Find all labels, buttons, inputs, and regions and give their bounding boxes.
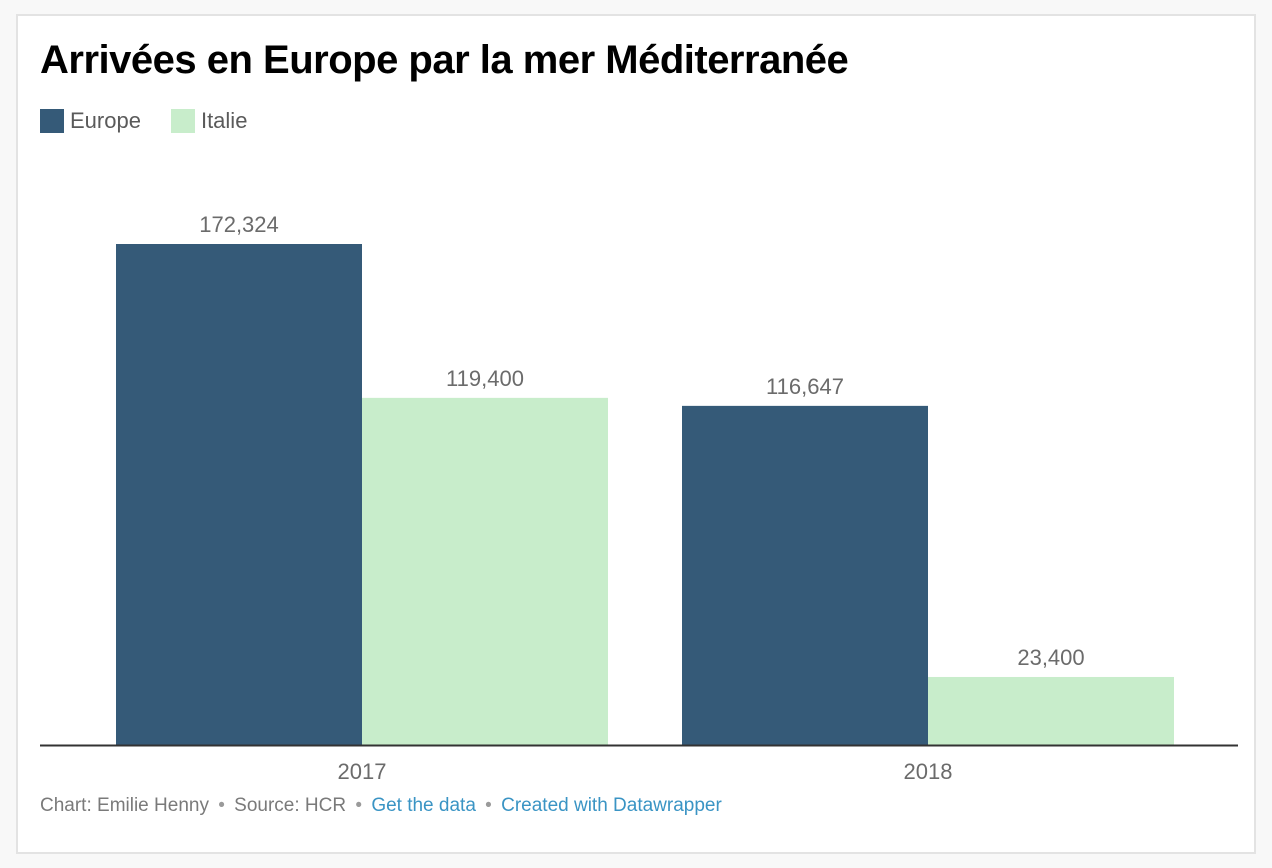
footer-separator: • (218, 795, 225, 816)
bar-chart: 172,324 119,400 2017 116,647 23,400 2018 (40, 212, 1238, 784)
value-label-italie-2018: 23,400 (1017, 645, 1084, 670)
created-with-datawrapper-link[interactable]: Created with Datawrapper (501, 795, 722, 816)
chart-card: Arrivées en Europe par la mer Méditerran… (16, 14, 1256, 854)
bar-italie-2017 (362, 397, 608, 745)
get-the-data-link[interactable]: Get the data (371, 795, 476, 816)
legend-item-italie: Italie (170, 108, 248, 134)
bar-italie-2018 (928, 676, 1174, 745)
footer-source: Source: HCR (234, 795, 347, 816)
footer-chart-credit: Chart: Emilie Henny (40, 795, 209, 816)
legend-swatch-europe (40, 109, 64, 133)
chart-title: Arrivées en Europe par la mer Méditerran… (40, 38, 849, 82)
legend: Europe Italie (40, 108, 277, 134)
chart-footer: Chart: Emilie Henny • Source: HCR • Get … (40, 795, 722, 817)
value-label-europe-2018: 116,647 (766, 374, 844, 399)
x-tick-label-2018: 2018 (904, 759, 953, 784)
footer-separator: • (485, 795, 492, 816)
legend-item-europe: Europe (40, 108, 141, 134)
legend-label-europe: Europe (70, 108, 141, 133)
legend-swatch-italie (170, 109, 195, 133)
bar-europe-2017 (116, 244, 362, 745)
value-label-italie-2017: 119,400 (446, 366, 524, 391)
legend-label-italie: Italie (200, 108, 248, 133)
footer-separator: • (355, 795, 363, 816)
value-label-europe-2017: 172,324 (199, 212, 279, 237)
x-tick-label-2017: 2017 (338, 759, 387, 784)
bar-europe-2018 (682, 405, 928, 745)
